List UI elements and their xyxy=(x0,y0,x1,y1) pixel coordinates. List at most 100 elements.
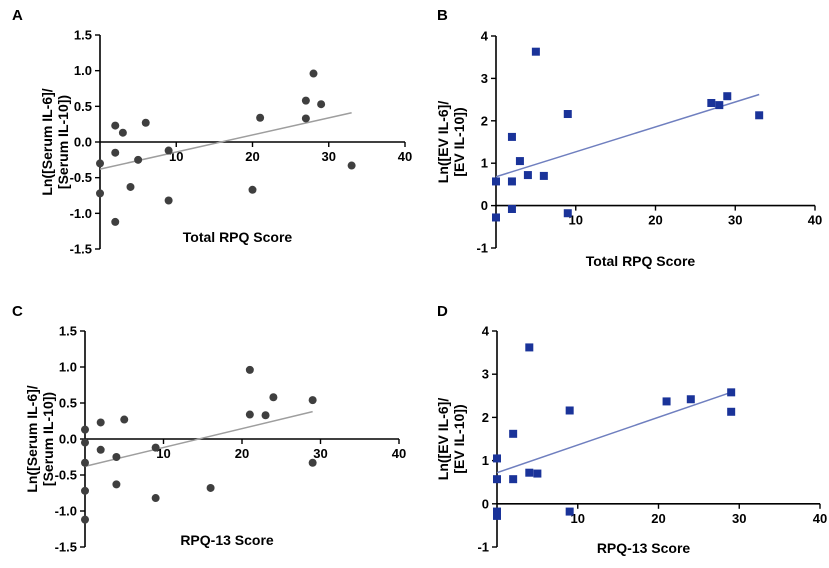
panel-label-d: D xyxy=(437,303,448,320)
data-point-b-3 xyxy=(507,177,516,186)
data-point-b-9 xyxy=(563,110,572,119)
data-point-c-2 xyxy=(81,458,89,467)
data-point-c-14 xyxy=(245,410,254,419)
data-point-b-0 xyxy=(492,177,500,186)
x-axis-label-b: Total RPQ Score xyxy=(586,253,696,269)
data-point-b-4 xyxy=(507,204,516,213)
x-tick-label-c-2: 30 xyxy=(313,446,327,461)
x-tick-label-c-1: 20 xyxy=(235,446,249,461)
y-tick-label-a-3: 0.0 xyxy=(74,135,92,150)
y-axis-label-b-0: Ln([EV IL-6]/ xyxy=(435,101,451,184)
y-axis-label-d-0: Ln([EV IL-6]/ xyxy=(435,398,451,481)
data-point-a-13 xyxy=(301,96,310,105)
regression-line-c xyxy=(84,410,313,468)
data-point-c-16 xyxy=(269,393,278,402)
y-tick-label-d-1: 0 xyxy=(482,496,489,511)
y-axis-label-a-0: Ln([Serum IL-6]/ xyxy=(39,88,55,195)
panel-label-b: B xyxy=(437,7,448,24)
data-point-c-11 xyxy=(151,494,160,503)
data-point-c-7 xyxy=(112,453,121,461)
y-tick-label-a-6: 1.5 xyxy=(74,28,92,43)
x-tick-label-a-2: 30 xyxy=(322,149,336,164)
data-point-a-15 xyxy=(309,69,318,78)
data-point-c-17 xyxy=(308,396,317,405)
x-axis-label-c: RPQ-13 Score xyxy=(180,532,274,548)
data-point-b-12 xyxy=(715,101,724,110)
data-point-c-12 xyxy=(206,483,215,492)
y-tick-label-b-1: 0 xyxy=(481,198,488,213)
data-point-b-2 xyxy=(507,132,516,141)
y-tick-label-c-6: 1.5 xyxy=(59,324,77,339)
data-point-c-4 xyxy=(81,515,89,524)
y-tick-label-b-0: -1 xyxy=(476,241,488,256)
data-point-b-14 xyxy=(755,111,764,120)
data-point-b-7 xyxy=(531,47,540,56)
data-point-c-3 xyxy=(81,486,89,495)
data-point-c-5 xyxy=(96,418,105,427)
data-point-a-11 xyxy=(248,185,257,194)
x-tick-label-d-2: 30 xyxy=(732,511,746,526)
data-point-c-10 xyxy=(151,443,160,452)
x-tick-label-d-0: 10 xyxy=(571,511,585,526)
y-tick-label-c-3: 0.0 xyxy=(59,432,77,447)
data-point-a-12 xyxy=(256,113,265,122)
data-point-a-16 xyxy=(317,100,326,109)
data-point-b-10 xyxy=(563,209,572,218)
data-point-d-4 xyxy=(509,429,518,438)
y-tick-label-c-4: 0.5 xyxy=(59,396,77,411)
data-point-c-13 xyxy=(245,365,254,374)
data-point-d-1 xyxy=(493,475,501,484)
data-point-a-5 xyxy=(118,128,127,137)
y-tick-label-b-5: 4 xyxy=(481,29,489,44)
x-tick-label-b-0: 10 xyxy=(569,213,583,228)
panel-b: B -1 0 1 2 3 4 10 20 30 40 Total RPQ Score Ln([EV IL… xyxy=(435,7,822,269)
y-axis-label-c-0: Ln([Serum IL-6]/ xyxy=(24,385,40,492)
data-point-a-2 xyxy=(111,121,120,130)
data-point-b-11 xyxy=(707,98,716,107)
data-point-a-8 xyxy=(141,118,150,127)
panel-d: D -1 0 1 2 3 4 10 20 30 40 RPQ-13 Score Ln([EV IL-6]… xyxy=(435,303,827,556)
x-tick-label-a-3: 40 xyxy=(398,149,412,164)
x-tick-label-b-3: 40 xyxy=(808,213,822,228)
y-tick-label-a-0: -1.5 xyxy=(70,242,92,257)
data-point-b-5 xyxy=(515,157,524,166)
y-tick-label-b-3: 2 xyxy=(481,113,488,128)
x-tick-label-c-0: 10 xyxy=(156,446,170,461)
y-axis-label-d-1: [EV IL-10]) xyxy=(451,404,467,473)
data-point-a-14 xyxy=(301,114,310,123)
y-tick-label-c-5: 1.0 xyxy=(59,360,77,375)
data-point-a-3 xyxy=(111,148,120,157)
data-point-a-1 xyxy=(96,189,104,198)
x-tick-label-b-1: 20 xyxy=(648,213,662,228)
data-point-c-15 xyxy=(261,411,270,420)
y-axis-label-c-1: [Serum IL-10]) xyxy=(40,392,56,486)
y-tick-label-b-4: 3 xyxy=(481,71,488,86)
data-point-a-4 xyxy=(111,217,120,226)
data-point-d-2 xyxy=(493,507,501,516)
y-axis-label-b-1: [EV IL-10]) xyxy=(451,107,467,176)
data-point-d-7 xyxy=(525,468,534,477)
data-point-b-6 xyxy=(523,171,532,180)
data-point-a-6 xyxy=(126,182,135,191)
y-tick-label-a-5: 1.0 xyxy=(74,63,92,78)
y-tick-label-a-2: -0.5 xyxy=(70,170,92,185)
data-point-a-9 xyxy=(164,146,173,155)
y-tick-label-d-2: 1 xyxy=(482,453,489,468)
data-point-c-9 xyxy=(120,415,129,424)
data-point-d-3 xyxy=(493,511,501,520)
x-tick-label-d-1: 20 xyxy=(651,511,665,526)
data-point-c-8 xyxy=(112,480,121,489)
y-tick-label-a-1: -1.0 xyxy=(70,206,92,221)
y-tick-label-a-4: 0.5 xyxy=(74,99,92,114)
y-tick-label-d-4: 3 xyxy=(482,367,489,382)
data-point-d-14 xyxy=(727,407,736,416)
data-point-c-18 xyxy=(308,458,317,467)
x-tick-label-b-2: 30 xyxy=(728,213,742,228)
y-tick-label-d-5: 4 xyxy=(482,324,490,339)
data-point-a-10 xyxy=(164,196,173,205)
data-point-c-6 xyxy=(96,445,105,454)
y-tick-label-d-0: -1 xyxy=(477,540,489,555)
regression-line-d xyxy=(496,391,732,474)
